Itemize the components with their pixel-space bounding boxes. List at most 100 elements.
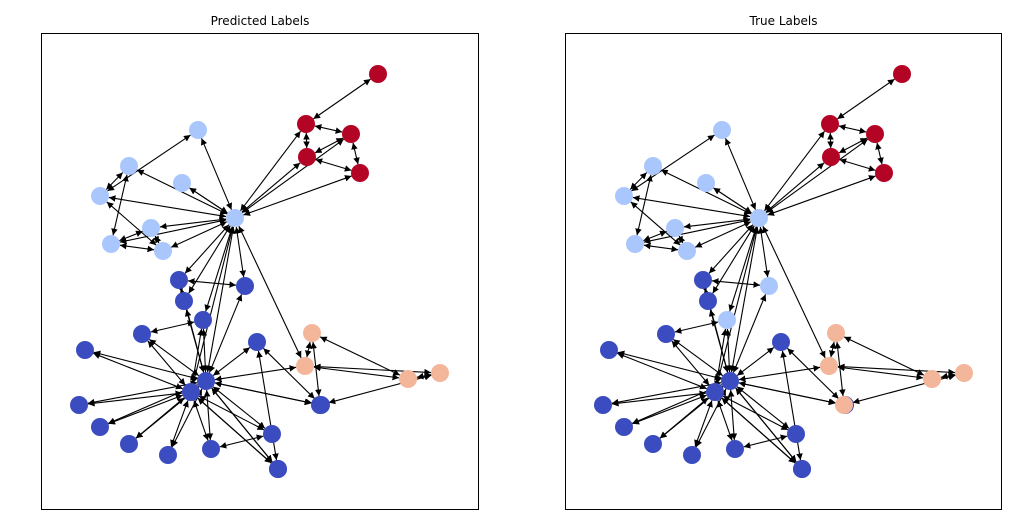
graph-edge (674, 320, 719, 334)
graph-edge (313, 78, 371, 120)
graph-node (431, 364, 449, 382)
graph-node (835, 396, 853, 414)
graph-edge (93, 350, 198, 381)
graph-node (644, 157, 662, 175)
graph-edge (148, 338, 200, 377)
graph-node (70, 396, 88, 414)
graph-edge (211, 387, 273, 463)
graph-edge (875, 142, 884, 165)
graph-edge (243, 175, 352, 216)
graph-node (226, 209, 244, 227)
graph-node (170, 271, 188, 289)
graph-node (159, 446, 177, 464)
graph-edge (204, 226, 234, 312)
graph-edge (643, 230, 667, 242)
graph-node (600, 341, 618, 359)
graph-edge (834, 341, 846, 397)
graph-node (787, 425, 805, 443)
graph-node (197, 372, 215, 390)
graph-node (644, 435, 662, 453)
graph-edge (238, 225, 302, 359)
graph-node (303, 324, 321, 342)
graph-node (615, 187, 633, 205)
graph-edge (189, 187, 228, 214)
graph-node (875, 164, 893, 182)
graph-edge (159, 216, 227, 230)
graph-edge (617, 350, 722, 381)
graph-edge (187, 278, 237, 288)
graph-node (955, 364, 973, 382)
graph-edge (701, 285, 710, 296)
graph-node (821, 115, 839, 133)
graph-edge (708, 224, 754, 274)
graph-node (793, 460, 811, 478)
graph-node (298, 148, 316, 166)
graph-node (866, 125, 884, 143)
graph-node (721, 372, 739, 390)
graph-node (678, 242, 696, 260)
graph-edge (184, 224, 230, 274)
graph-edge (767, 175, 876, 216)
graph-edge (170, 400, 189, 447)
graph-node (311, 396, 329, 414)
graph-edge (219, 434, 264, 449)
graph-node (750, 209, 768, 227)
graph-edge (643, 217, 751, 245)
graph-edge (717, 400, 733, 441)
graph-edge (843, 336, 925, 376)
graph-edge (305, 341, 312, 358)
plot-frame (41, 33, 479, 510)
graph-edge (107, 134, 191, 192)
graph-edge (314, 137, 344, 154)
graph-edge (111, 174, 129, 236)
graph-node (594, 396, 612, 414)
graph-node (173, 174, 191, 192)
graph-edge (829, 341, 836, 358)
graph-edge (728, 226, 758, 312)
graph-node (182, 383, 200, 401)
graph-node (296, 357, 314, 375)
graph-edge (837, 78, 895, 120)
graph-edge (191, 226, 235, 384)
graph-node (236, 277, 254, 295)
graph-edge (631, 134, 715, 192)
graph-node (718, 311, 736, 329)
graph-edge (315, 158, 352, 172)
graph-node (923, 370, 941, 388)
graph-edge (715, 226, 759, 384)
graph-edge (319, 336, 401, 376)
graph-edge (241, 138, 345, 214)
graph-node (91, 418, 109, 436)
graph-edge (629, 172, 648, 190)
graph-edge (212, 347, 251, 376)
graph-edge (617, 352, 707, 390)
graph-predicted (70, 65, 449, 478)
graph-edge (205, 226, 236, 373)
graph-edge (119, 217, 227, 245)
graph-edge (765, 138, 869, 214)
graph-edge (351, 142, 360, 165)
graph-edge (416, 372, 432, 380)
graph-edge (119, 230, 143, 242)
graph-node (827, 324, 845, 342)
graph-node (615, 418, 633, 436)
graph-node (699, 292, 717, 310)
graph-node (666, 219, 684, 237)
graph-node (175, 292, 193, 310)
graph-edge (671, 340, 710, 386)
graph-node (297, 115, 315, 133)
graph-edge (683, 216, 751, 230)
graph-node (154, 242, 172, 260)
graph-edge (314, 124, 343, 134)
graph-node (351, 164, 369, 182)
graph-node (263, 425, 281, 443)
graph-edge (711, 278, 761, 288)
graph-node (269, 460, 287, 478)
graph-node (706, 383, 724, 401)
graph-edge (635, 174, 653, 236)
graph-edge (713, 187, 752, 214)
graph-node (142, 219, 160, 237)
graph-node (820, 357, 838, 375)
graph-edge (780, 350, 803, 461)
graph-node (120, 157, 138, 175)
